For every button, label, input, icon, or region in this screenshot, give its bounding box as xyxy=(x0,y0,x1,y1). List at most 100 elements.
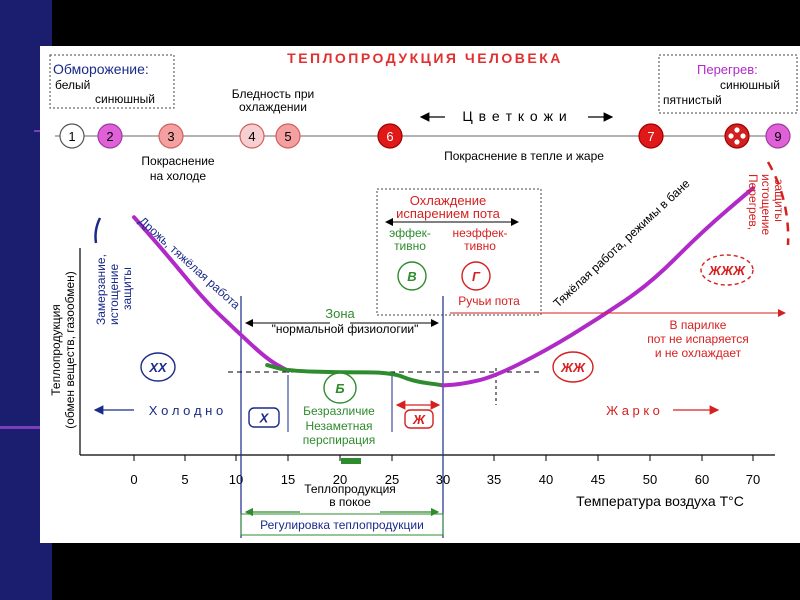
sauna-line3: и не охлаждает xyxy=(655,346,742,360)
freezing-label-line2: истощение xyxy=(107,264,121,325)
hot-label: Ж а р к о xyxy=(606,403,660,418)
badge-xx-frame xyxy=(140,352,176,382)
freezing-label-line1: Замерзание, xyxy=(94,254,108,325)
x-tick-label: 0 xyxy=(130,472,137,487)
skin-scale-points: 1 2 3 4 5 6 7 9 xyxy=(59,123,791,149)
sweat-box xyxy=(376,188,542,316)
scale-point-4 xyxy=(239,123,265,149)
chart-title: ТЕПЛОПРОДУКЦИЯ ЧЕЛОВЕКА xyxy=(287,50,563,66)
x-tick-label: 5 xyxy=(181,472,188,487)
badge-b-frame xyxy=(323,372,357,404)
rest-line2: в покое xyxy=(329,495,371,509)
y-axis-label-line1: Теплопродукция xyxy=(49,304,63,396)
regulation-label: Регулировка теплопродукции xyxy=(260,518,424,532)
redness-cold-line1: Покраснение xyxy=(141,154,215,168)
zone-label-line2: "нормальной физиологии" xyxy=(272,322,419,336)
badge-v: В xyxy=(407,269,416,284)
sweat-heading-line1: Охлаждение xyxy=(410,193,486,208)
overheating-label-line1: Перегрев, xyxy=(746,174,760,230)
skin-color-label: Ц в е т к о ж и xyxy=(462,108,567,124)
sweat-effective-line2: тивно xyxy=(394,239,426,253)
badge-zhzh-frame xyxy=(552,351,594,383)
sweat-ineffective-line2: тивно xyxy=(464,239,496,253)
freezing-label: Замерзание, истощение защиты xyxy=(94,254,134,325)
sweat-effective-line1: эффек- xyxy=(389,226,431,240)
indifference-line1: Безразличие xyxy=(303,404,375,418)
scale-point-8-spot xyxy=(728,133,734,139)
zone-label-line1: Зона xyxy=(325,306,355,321)
sweat-heading-line2: испарением пота xyxy=(396,206,501,221)
badge-v-frame xyxy=(397,261,427,291)
badge-zhzh: ЖЖ xyxy=(560,360,586,375)
regulation-box xyxy=(240,513,444,536)
scale-point-label: 1 xyxy=(68,129,75,144)
overheating-bracket xyxy=(766,161,790,246)
frostbite-cyanotic: синюшный xyxy=(95,92,155,106)
badge-zh-frame xyxy=(404,409,434,429)
scale-point-8 xyxy=(724,123,750,149)
badge-xx: ХХ xyxy=(148,360,168,375)
x-axis-ticks: 0 5 10 15 20 25 30 35 40 45 50 60 70 xyxy=(130,455,760,487)
freezing-label-line3: защиты xyxy=(120,267,134,310)
x-tick-label: 20 xyxy=(333,472,347,487)
x-tick-label: 50 xyxy=(643,472,657,487)
x-tick-label: 15 xyxy=(281,472,295,487)
scale-point-8-spot xyxy=(734,127,740,133)
sauna-line2: пот не испаряется xyxy=(647,332,748,346)
badge-g: Г xyxy=(472,269,481,284)
slide-top-band xyxy=(0,0,800,46)
redness-warm: Покраснение в тепле и жаре xyxy=(444,149,604,163)
scale-point-5 xyxy=(275,123,301,149)
scale-point-label: 4 xyxy=(248,129,255,144)
scale-point-label: 2 xyxy=(106,129,113,144)
x-tick-label: 10 xyxy=(229,472,243,487)
overheating-label-line2: истощение xyxy=(759,174,773,235)
rest-line1: Теплопродукция xyxy=(304,482,396,496)
curve-cold xyxy=(132,215,290,373)
overheating-label-line3: защиты xyxy=(772,179,786,222)
overheat-box xyxy=(658,54,798,114)
badge-zhzhzh-frame xyxy=(700,254,754,286)
scale-point-label: 6 xyxy=(386,129,393,144)
x-tick-label: 45 xyxy=(591,472,605,487)
scale-point-6 xyxy=(377,123,403,149)
slide-accent-line xyxy=(0,426,52,429)
rest-marker xyxy=(341,458,361,464)
x-tick-label: 40 xyxy=(539,472,553,487)
heavy-work-label: Тяжёлая работа, режимы в бане xyxy=(550,176,692,310)
scale-point-3 xyxy=(158,123,184,149)
x-tick-label: 70 xyxy=(746,472,760,487)
scale-point-8-spot xyxy=(734,139,740,145)
curve-heat xyxy=(441,186,755,388)
y-axis-label: Теплопродукция (обмен веществ, газообмен… xyxy=(49,271,77,429)
badge-b: Б xyxy=(335,381,344,396)
badge-zhzhzh: ЖЖЖ xyxy=(708,263,746,278)
x-axis-label: Температура воздуха T°C xyxy=(576,493,744,509)
scale-point-1 xyxy=(59,123,85,149)
sauna-line1: В парилке xyxy=(670,318,727,332)
scale-point-label: 7 xyxy=(647,129,654,144)
scale-point-9 xyxy=(765,123,791,149)
y-axis-label-line2: (обмен веществ, газообмен) xyxy=(63,271,77,429)
indifference-line3: перспирация xyxy=(303,433,375,447)
freezing-bracket xyxy=(94,217,102,244)
overheat-cyanotic: синюшный xyxy=(720,78,780,92)
curve-neutral xyxy=(265,363,445,388)
pallor-note-line1: Бледность при xyxy=(232,87,314,101)
scale-point-label: 5 xyxy=(284,129,291,144)
frostbite-box xyxy=(49,54,175,109)
scale-point-7 xyxy=(638,123,664,149)
x-tick-label: 25 xyxy=(385,472,399,487)
heat-production-curves xyxy=(132,186,755,388)
cold-label: Х о л о д н о xyxy=(149,403,223,418)
sweat-ineffective-line1: неэффек- xyxy=(452,226,507,240)
badge-x-frame xyxy=(248,407,280,428)
pallor-note-line2: охлаждении xyxy=(239,100,307,114)
redness-cold-line2: на холоде xyxy=(150,169,206,183)
overheat-heading: Перегрев: xyxy=(697,62,758,77)
overheating-label: Перегрев, истощение защиты xyxy=(746,174,786,235)
frostbite-heading: Обморожение: xyxy=(53,61,149,77)
